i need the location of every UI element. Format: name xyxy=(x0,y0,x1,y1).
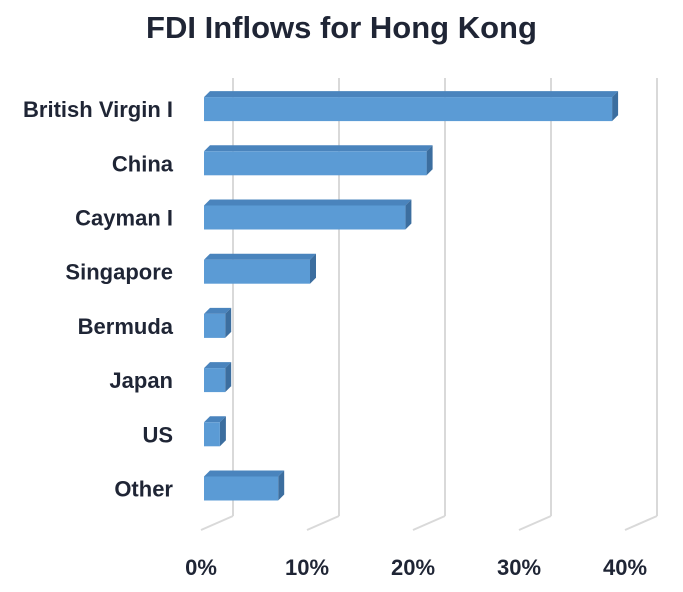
gridline-floor xyxy=(200,515,234,531)
gridline-floor xyxy=(624,515,658,531)
category-label: US xyxy=(142,422,173,447)
category-label: Singapore xyxy=(65,260,173,285)
category-label: Cayman I xyxy=(75,206,173,231)
bar-top-face xyxy=(204,470,285,477)
bar-side-face xyxy=(225,362,232,393)
bar-top-face xyxy=(204,199,412,206)
x-tick-label: 20% xyxy=(391,555,435,580)
bar-side-face xyxy=(219,416,226,447)
bar-top-face xyxy=(204,253,316,260)
gridline-floor xyxy=(412,515,446,531)
bar-top-face xyxy=(204,91,619,98)
bar xyxy=(204,470,285,501)
x-tick-label: 40% xyxy=(603,555,647,580)
category-label: Bermuda xyxy=(78,314,174,339)
bar-front-face xyxy=(204,205,406,230)
bar-front-face xyxy=(204,97,613,122)
bar-front-face xyxy=(204,476,279,501)
bar-top-face xyxy=(204,145,433,152)
bars xyxy=(204,91,619,501)
x-axis-tick-labels: 0% 10% 20% 30% 40% xyxy=(185,555,647,580)
bar xyxy=(204,145,433,176)
bar-front-face xyxy=(204,368,226,393)
category-label: Other xyxy=(114,477,173,502)
bar-front-face xyxy=(204,422,220,447)
x-tick-label: 10% xyxy=(285,555,329,580)
bar-side-face xyxy=(426,145,433,176)
bar-top-face xyxy=(204,362,232,369)
bar xyxy=(204,362,232,393)
x-tick-label: 0% xyxy=(185,555,217,580)
category-label: China xyxy=(112,151,174,176)
bar xyxy=(204,307,232,338)
x-tick-label: 30% xyxy=(497,555,541,580)
bar xyxy=(204,199,412,230)
category-label: British Virgin I xyxy=(23,97,173,122)
category-label: Japan xyxy=(109,368,173,393)
bar xyxy=(204,253,316,284)
bar-side-face xyxy=(278,470,285,501)
bar xyxy=(204,91,619,122)
gridline-floor xyxy=(518,515,552,531)
bar-side-face xyxy=(405,199,412,230)
gridline-floor xyxy=(306,515,340,531)
bar-front-face xyxy=(204,313,226,338)
category-labels: British Virgin I China Cayman I Singapore Be… xyxy=(23,97,174,501)
chart-title: FDI Inflows for Hong Kong xyxy=(146,10,537,45)
bar-side-face xyxy=(612,91,619,122)
bar-top-face xyxy=(204,416,226,423)
bar-side-face xyxy=(310,253,316,284)
bar-top-face xyxy=(204,307,232,314)
bar-side-face xyxy=(225,307,232,338)
bar-front-face xyxy=(204,151,427,176)
bar-front-face xyxy=(204,259,310,284)
bar xyxy=(204,416,226,447)
